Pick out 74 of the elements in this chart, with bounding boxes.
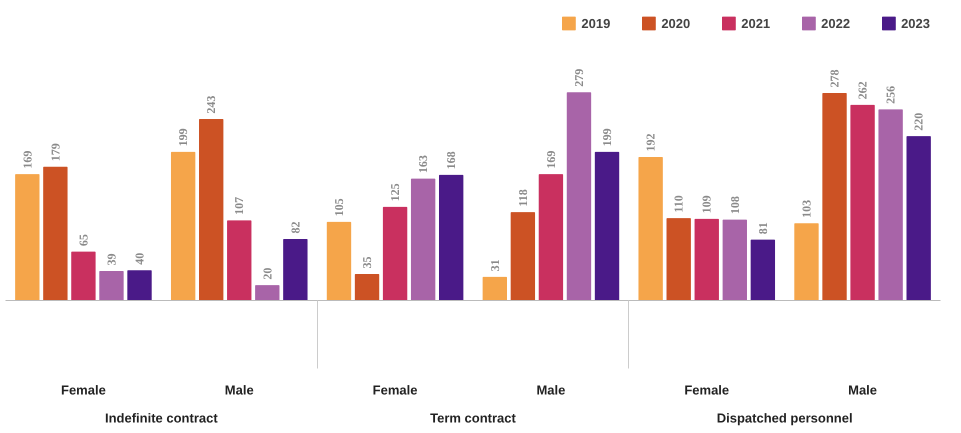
data-label: 169 — [20, 150, 34, 169]
data-label: 40 — [132, 252, 147, 265]
bar — [15, 174, 40, 300]
data-label: 109 — [700, 195, 714, 214]
x-tick-label: Female — [61, 382, 106, 398]
legend-label: 2021 — [741, 16, 770, 30]
data-label: 192 — [644, 134, 658, 152]
data-label: 199 — [176, 128, 190, 146]
bar — [199, 119, 224, 300]
text: Dispatched personnel — [716, 410, 853, 426]
data-label: 108 — [728, 196, 742, 214]
bar — [326, 222, 352, 300]
bar — [255, 285, 280, 300]
data-label: 256 — [884, 86, 898, 104]
data-label: 35 — [360, 256, 374, 268]
legend-label: 2022 — [821, 16, 850, 30]
data-label: 262 — [856, 81, 870, 100]
bar — [666, 218, 691, 300]
bar — [127, 270, 152, 300]
bar — [850, 104, 875, 300]
bar — [354, 274, 380, 300]
data-label: 103 — [799, 200, 814, 218]
data-label: 107 — [232, 196, 246, 215]
data-label: 105 — [332, 198, 346, 216]
data-label: 179 — [48, 143, 62, 162]
x-tick-label: Female — [684, 382, 730, 398]
x-tick-label: Male — [224, 382, 254, 398]
data-label: 82 — [288, 221, 302, 234]
bar — [906, 136, 931, 300]
data-label: 31 — [488, 259, 502, 272]
data-label: 39 — [104, 253, 118, 266]
text: Term contract — [430, 410, 517, 426]
bar — [170, 152, 196, 300]
bar — [438, 174, 464, 300]
bar — [722, 220, 747, 300]
bar — [538, 174, 564, 300]
x-tick-label: Male — [848, 382, 878, 398]
bar — [510, 212, 536, 300]
data-label: 163 — [416, 155, 430, 174]
bar — [482, 276, 508, 300]
bar — [638, 157, 663, 300]
data-label: 65 — [76, 234, 90, 246]
data-label: 243 — [204, 96, 218, 114]
bar — [878, 109, 903, 300]
data-label: 20 — [260, 268, 274, 280]
bar — [43, 166, 68, 300]
legend-label: 2019 — [581, 16, 610, 30]
x-tick-label: Male — [536, 382, 566, 398]
bar — [99, 270, 124, 300]
data-label: 81 — [756, 222, 770, 234]
data-label: 110 — [672, 195, 686, 213]
text: Indefinite contract — [104, 410, 218, 426]
bar — [750, 240, 776, 300]
x-tick-label: Female — [372, 382, 418, 398]
data-label: 279 — [572, 68, 586, 87]
bar — [694, 218, 719, 300]
bar — [227, 220, 252, 300]
data-label: 125 — [388, 183, 402, 202]
data-label: 199 — [600, 128, 614, 146]
legend-label: 2023 — [901, 16, 930, 30]
bar — [566, 92, 592, 300]
data-label: 220 — [912, 112, 926, 131]
bar — [283, 238, 308, 300]
data-label: 278 — [828, 70, 842, 88]
data-label: 118 — [516, 189, 530, 207]
bar — [410, 178, 436, 300]
legend-label: 2020 — [661, 16, 690, 30]
bar — [794, 223, 819, 300]
bar — [594, 152, 620, 300]
data-label: 169 — [544, 150, 558, 169]
bar — [822, 93, 847, 300]
data-label: 168 — [444, 151, 458, 170]
bar — [382, 206, 408, 300]
bar — [71, 252, 96, 300]
